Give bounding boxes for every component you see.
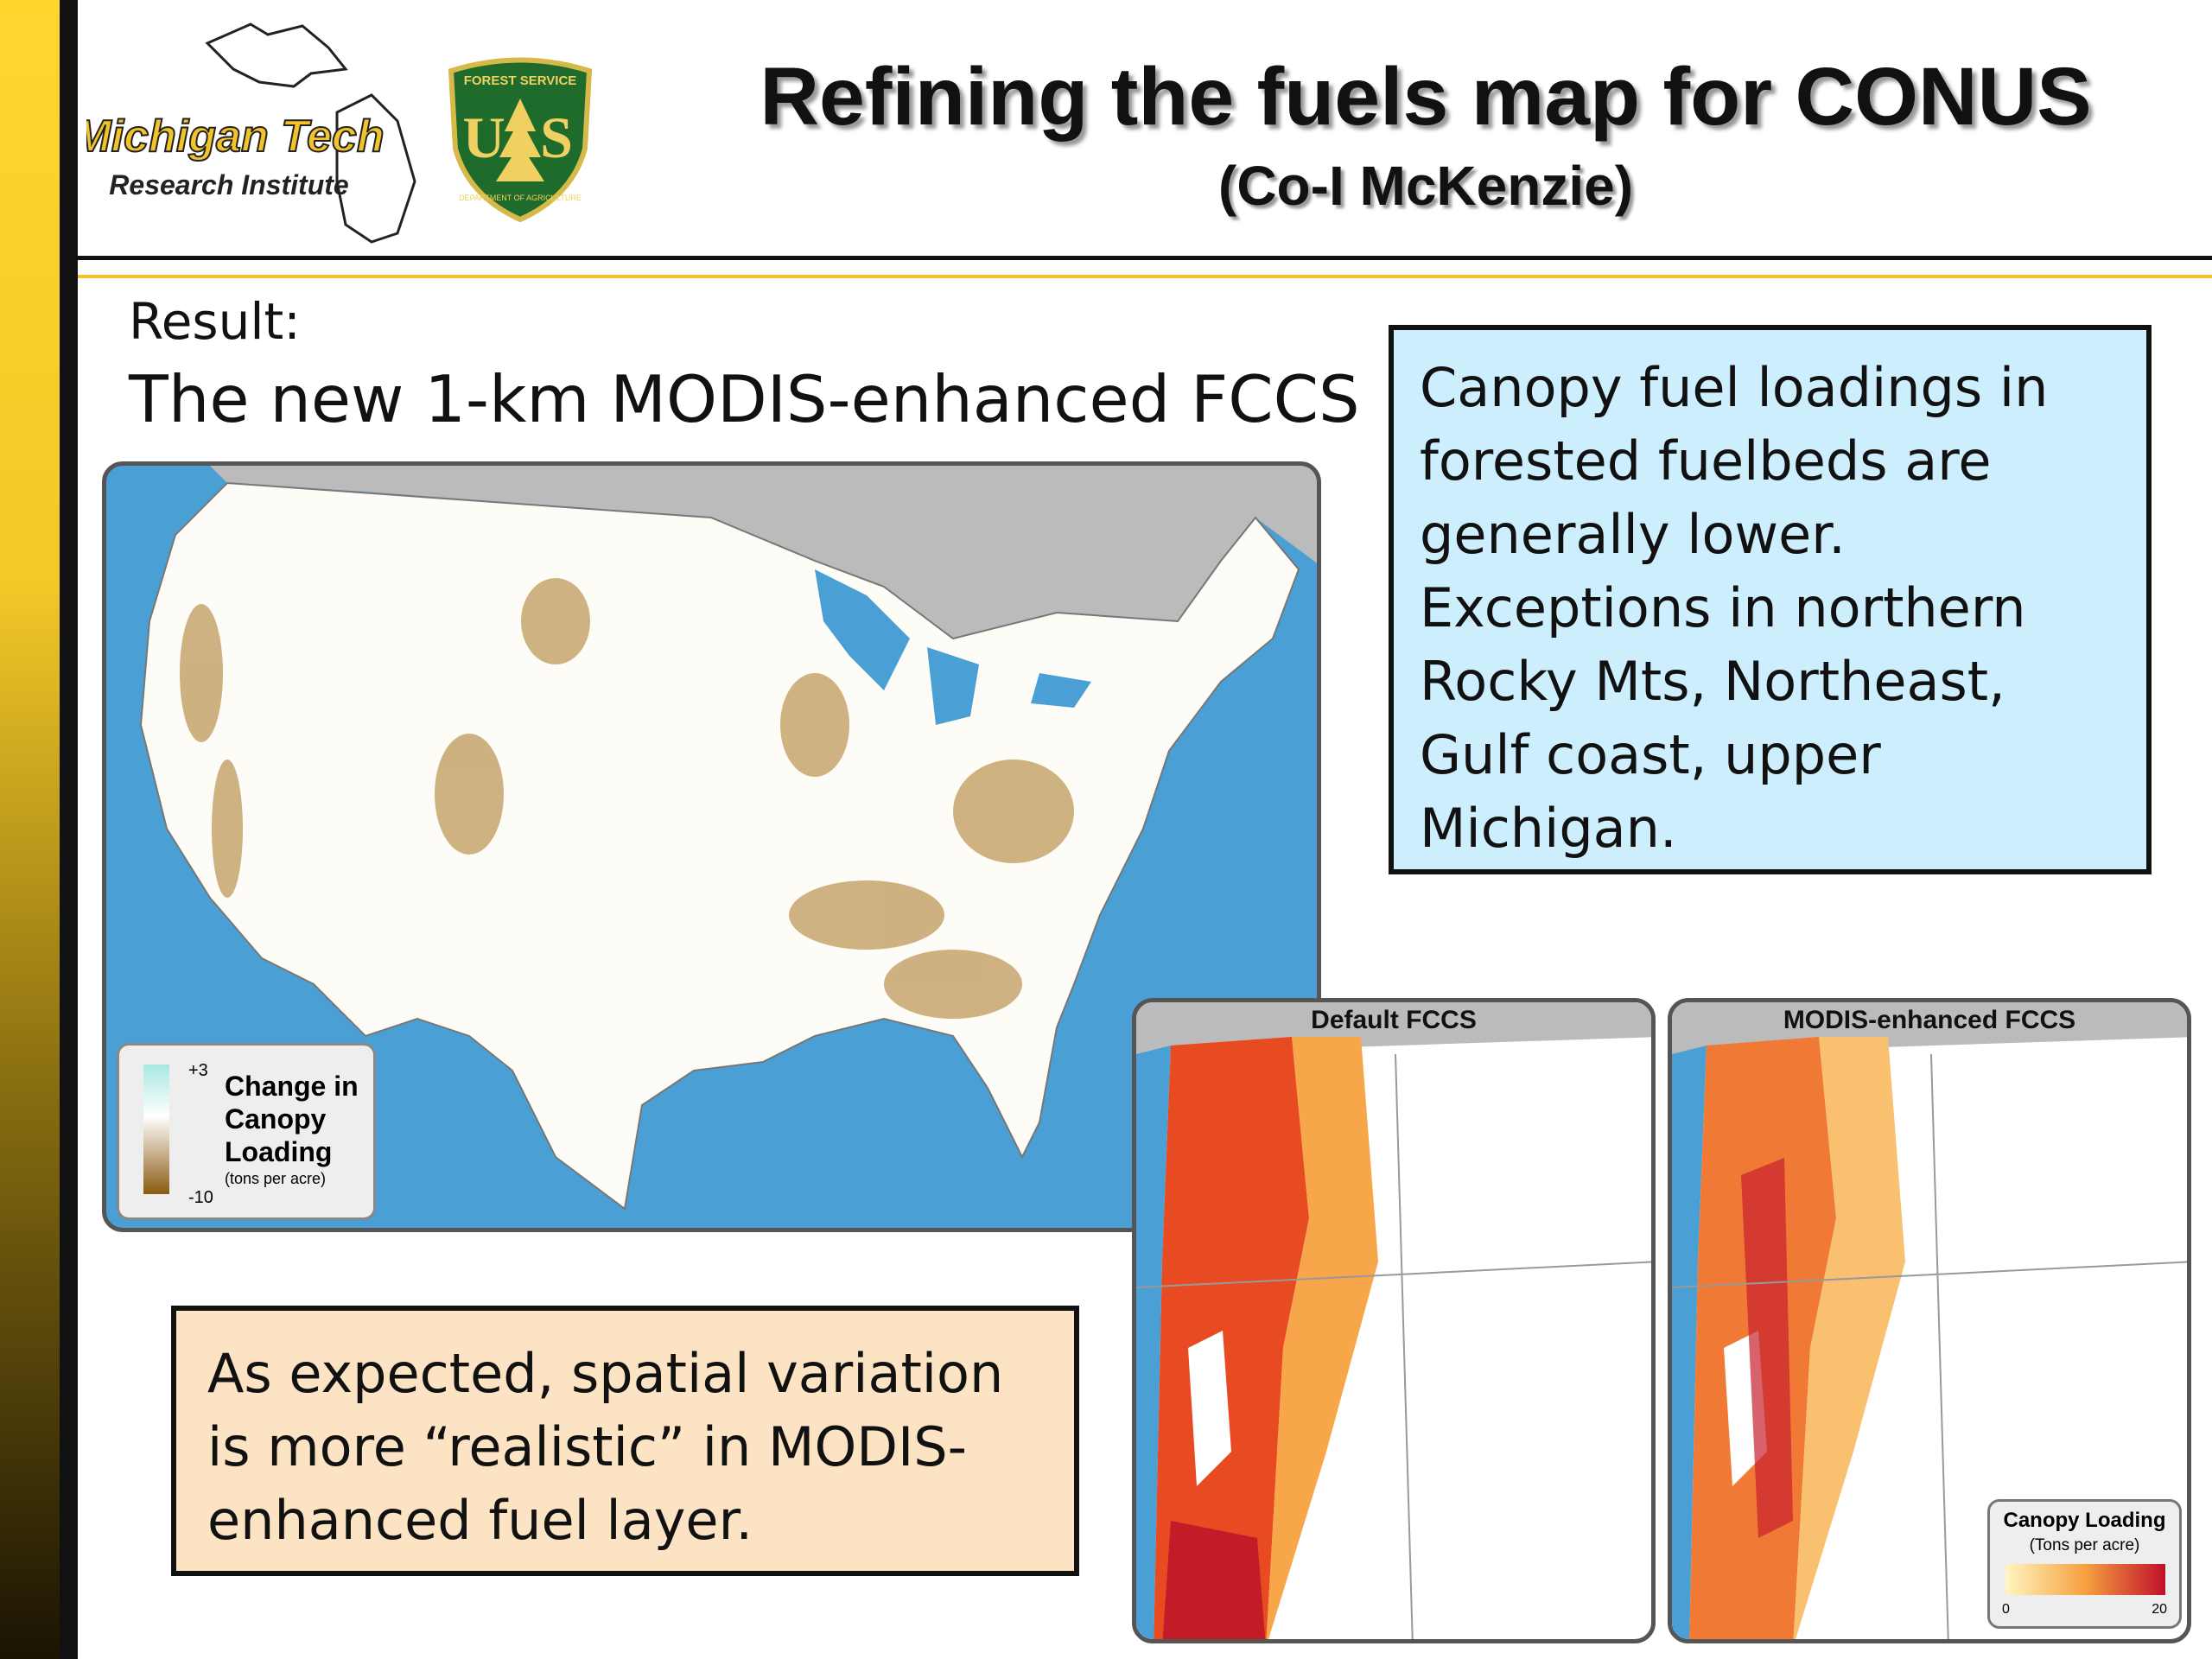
- legend-units: (Tons per acre): [2029, 1536, 2140, 1554]
- legend-min: -10: [188, 1188, 213, 1207]
- logo-subname: Research Institute: [109, 169, 348, 200]
- legend-ramp: [143, 1065, 169, 1194]
- legend-min: 0: [2002, 1602, 2010, 1617]
- sidebar: [0, 0, 60, 1659]
- logo-letter: S: [540, 105, 573, 170]
- logo-name: Michigan Tech: [86, 111, 385, 162]
- map-title: MODIS-enhanced FCCS: [1783, 1006, 2076, 1034]
- conus-map: +3 -10 Change in Canopy Loading (tons pe…: [102, 461, 1321, 1232]
- heading: The new 1-km MODIS-enhanced FCCS: [129, 361, 1360, 437]
- slide-subtitle: (Co-I McKenzie): [1218, 155, 1633, 217]
- map-graphic: [1672, 1002, 2187, 1639]
- map-graphic: [1136, 1002, 1651, 1639]
- callout: As expected, spatial variation is more “…: [171, 1306, 1079, 1576]
- callout: Canopy fuel loadings in forested fuelbed…: [1389, 325, 2152, 874]
- header-rule: [78, 275, 2212, 278]
- logo-text: FOREST SERVICE: [464, 73, 577, 88]
- legend-ramp: [2005, 1564, 2165, 1595]
- legend-title: Change in Canopy Loading: [225, 1071, 359, 1167]
- slide-title: Refining the fuels map for CONUS: [760, 51, 2092, 143]
- comparison-map: Default FCCS: [1132, 998, 1656, 1643]
- map-title: Default FCCS: [1311, 1006, 1477, 1034]
- header-rule: [78, 256, 2212, 260]
- legend-units: (tons per acre): [225, 1170, 327, 1187]
- legend-box: Canopy Loading (Tons per acre) 0 20: [1987, 1499, 2182, 1629]
- logo-letter: U: [462, 105, 505, 170]
- mtri-logo: Michigan Tech Research Institute: [86, 22, 416, 244]
- usfs-logo: FOREST SERVICE U S DEPARTMENT OF AGRICUL…: [448, 57, 593, 222]
- map-graphic: [139, 466, 1317, 1211]
- legend-title: Canopy Loading: [2003, 1509, 2166, 1532]
- logo-text: DEPARTMENT OF AGRICULTURE: [459, 194, 582, 202]
- sidebar-edge: [60, 0, 78, 1659]
- result-label: Result:: [129, 292, 301, 351]
- legend-max: +3: [188, 1061, 208, 1080]
- legend: Canopy Loading (Tons per acre) 0 20: [1672, 1499, 2190, 1633]
- legend-max: 20: [2152, 1602, 2167, 1617]
- legend: +3 -10 Change in Canopy Loading (tons pe…: [117, 1043, 376, 1220]
